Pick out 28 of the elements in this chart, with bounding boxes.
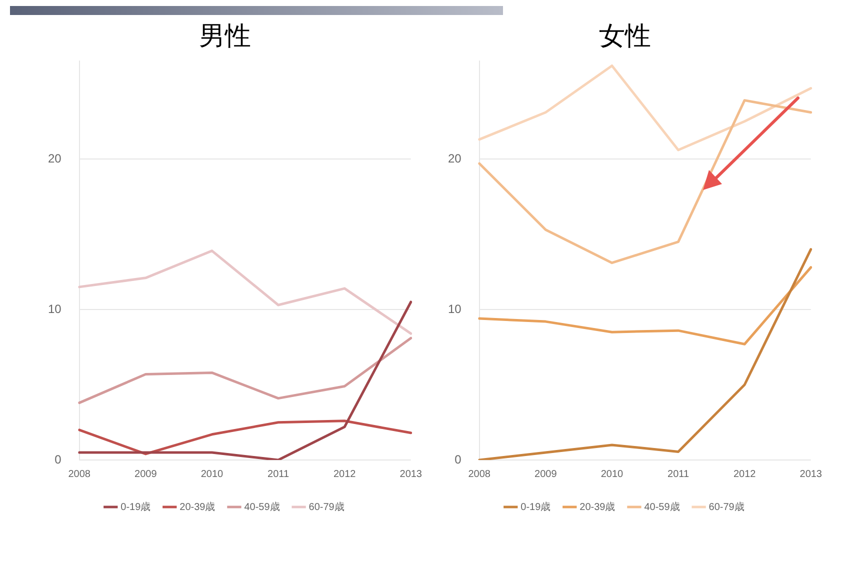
x-tick-label: 2010 <box>600 468 624 480</box>
y-tick-label: 20 <box>448 151 462 166</box>
y-tick-label: 10 <box>448 302 462 316</box>
y-tick-label: 10 <box>48 302 62 316</box>
legend-label: 0-19歳 <box>120 500 151 513</box>
x-tick-label: 2013 <box>800 468 822 480</box>
chart-title: 女性 <box>599 21 651 52</box>
y-tick-label: 0 <box>454 452 462 466</box>
x-tick-label: 2010 <box>200 468 224 480</box>
x-tick-label: 2013 <box>400 468 422 480</box>
legend-label: 20-39歳 <box>180 500 216 513</box>
x-tick-label: 2008 <box>68 468 91 480</box>
legend-label: 60-79歳 <box>308 500 344 513</box>
x-tick-label: 2011 <box>268 468 290 480</box>
x-tick-label: 2009 <box>534 468 558 480</box>
x-tick-label: 2008 <box>468 468 491 480</box>
x-tick-label: 2012 <box>333 468 356 480</box>
legend-label: 40-59歳 <box>644 500 680 513</box>
legend-label: 0-19歳 <box>520 500 551 513</box>
x-tick-label: 2012 <box>733 468 756 480</box>
legend-label: 40-59歳 <box>244 500 280 513</box>
y-tick-label: 20 <box>48 151 62 166</box>
x-tick-label: 2009 <box>134 468 158 480</box>
chart-title: 男性 <box>199 21 251 52</box>
y-tick-label: 0 <box>54 452 62 466</box>
x-tick-label: 2011 <box>668 468 690 480</box>
legend-label: 20-39歳 <box>580 500 616 513</box>
legend-label: 60-79歳 <box>708 500 744 513</box>
